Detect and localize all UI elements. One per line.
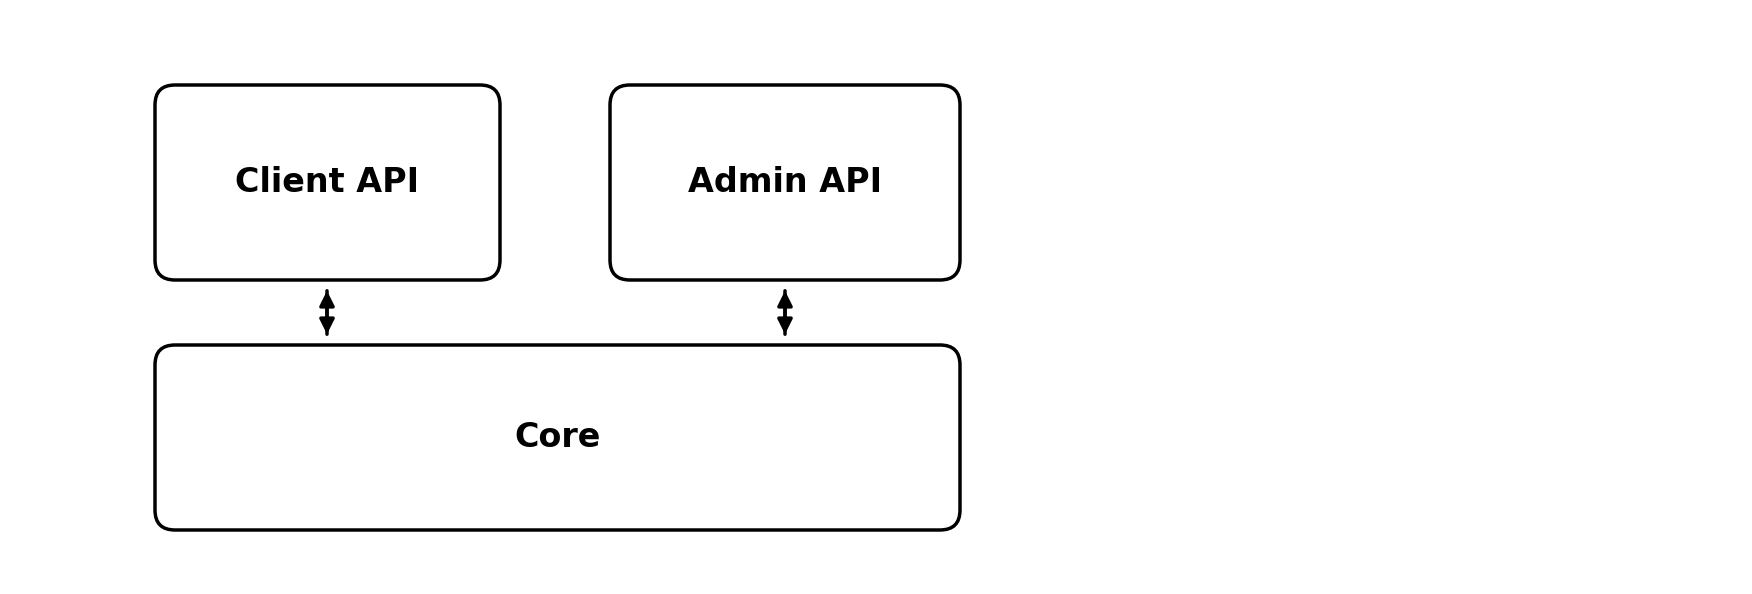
FancyBboxPatch shape	[154, 345, 960, 530]
Text: Client API: Client API	[235, 166, 419, 199]
FancyBboxPatch shape	[610, 85, 960, 280]
Text: Admin API: Admin API	[689, 166, 881, 199]
FancyBboxPatch shape	[154, 85, 499, 280]
Text: Core: Core	[515, 421, 601, 454]
